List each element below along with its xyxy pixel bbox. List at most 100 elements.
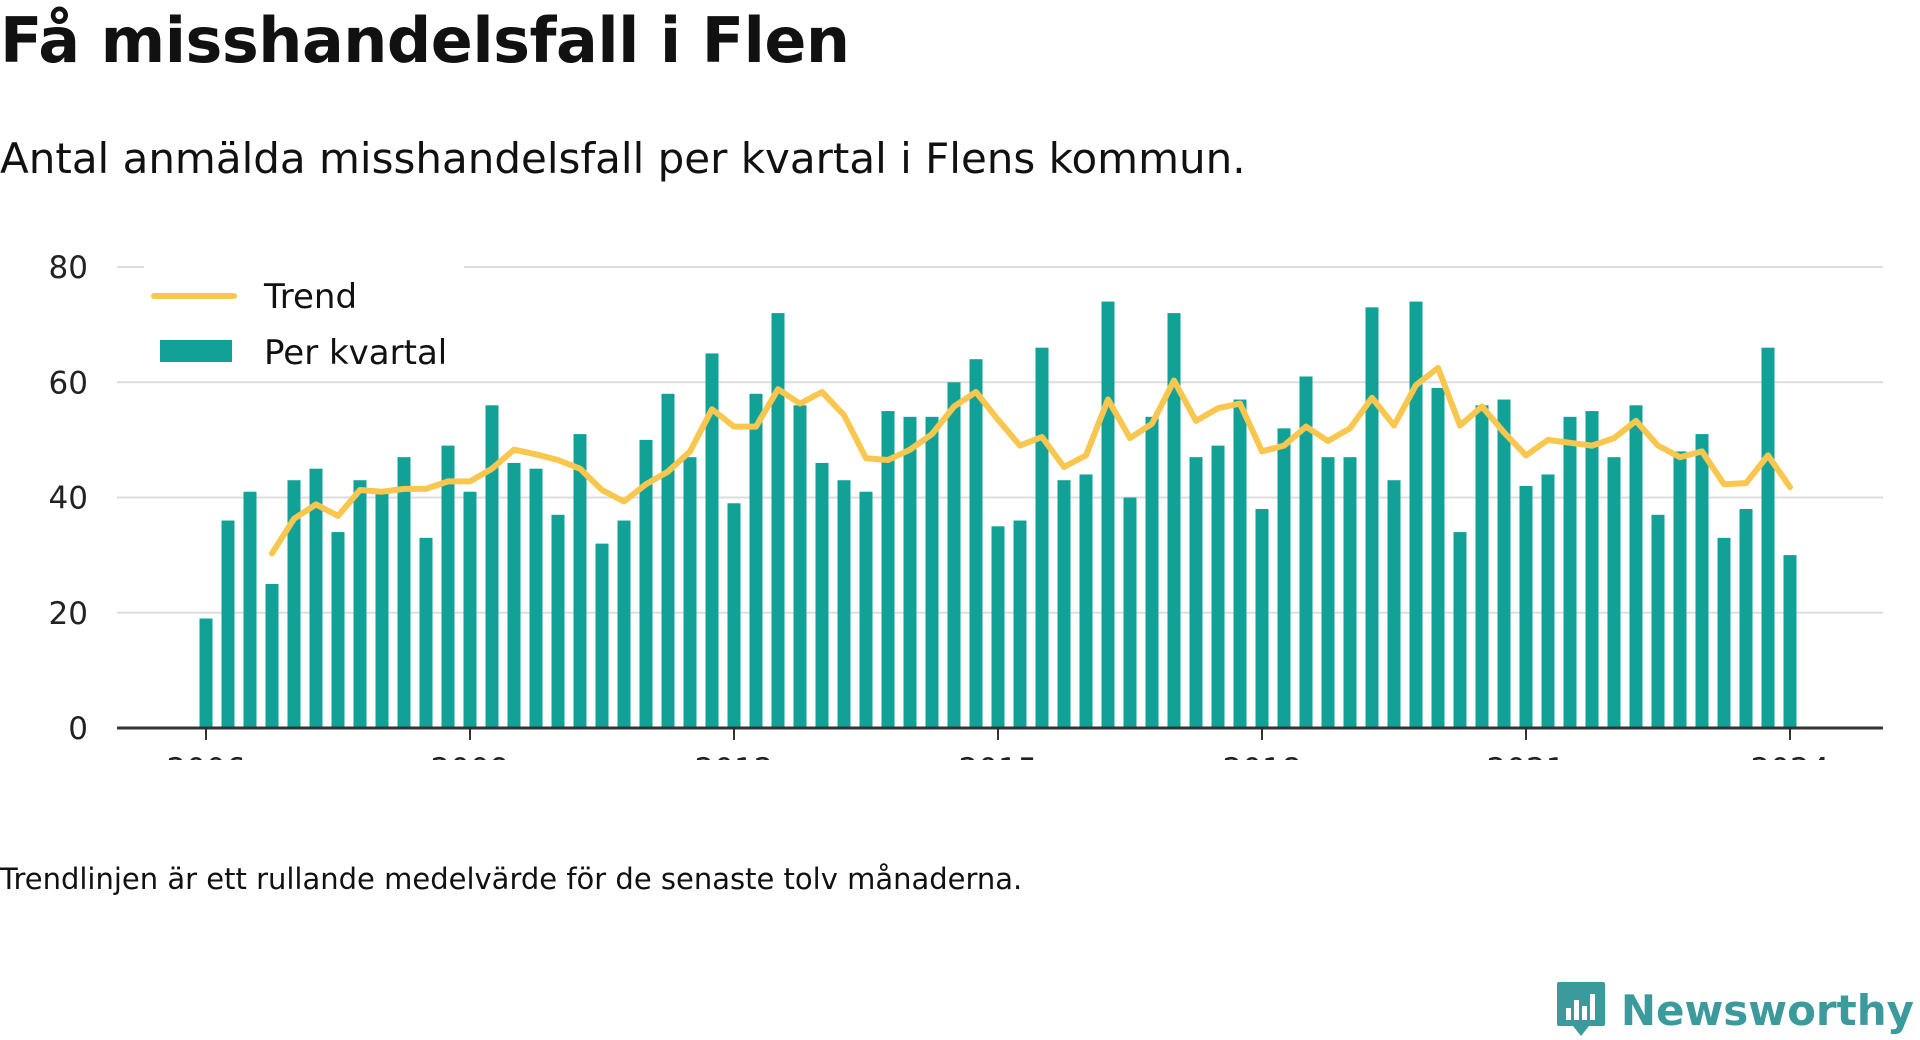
- bar: [309, 468, 323, 728]
- bar: [1739, 509, 1753, 728]
- bar: [661, 393, 675, 728]
- bar: [793, 405, 807, 728]
- bar-series: [199, 301, 1797, 728]
- bar: [1079, 474, 1093, 728]
- bar: [1321, 457, 1335, 728]
- bar: [705, 353, 719, 728]
- bar: [1057, 480, 1071, 728]
- legend-bar-swatch: [160, 340, 232, 362]
- legend: Trend Per kvartal: [144, 262, 464, 374]
- y-tick-label: 0: [68, 711, 88, 747]
- bar: [331, 532, 345, 728]
- bar: [1233, 399, 1247, 728]
- bar: [683, 457, 697, 728]
- bar: [1695, 434, 1709, 728]
- bar: [1013, 520, 1027, 728]
- bar: [859, 491, 873, 728]
- bar: [287, 480, 301, 728]
- bar: [1299, 376, 1313, 728]
- x-tick-label: 2021: [1487, 752, 1566, 760]
- trend-series: [269, 364, 1793, 557]
- footnote: Trendlinjen är ett rullande medelvärde f…: [0, 862, 1023, 896]
- bar: [1387, 480, 1401, 728]
- chart-subtitle: Antal anmälda misshandelsfall per kvarta…: [0, 134, 1246, 183]
- bar: [507, 462, 521, 728]
- bar: [375, 491, 389, 728]
- x-tick-label: 2015: [959, 752, 1038, 760]
- legend-trend-label: Trend: [263, 277, 357, 317]
- bar: [1167, 313, 1181, 728]
- bar: [903, 416, 917, 728]
- bar: [837, 480, 851, 728]
- bar: [1783, 555, 1797, 728]
- bar: [485, 405, 499, 728]
- bar: [265, 583, 279, 728]
- bar: [573, 434, 587, 728]
- bar: [1541, 474, 1555, 728]
- bar: [463, 491, 477, 728]
- bar: [1717, 537, 1731, 728]
- bar: [1123, 497, 1137, 728]
- brand-logo: Newsworthy: [1555, 980, 1914, 1040]
- bar: [1607, 457, 1621, 728]
- bar: [1035, 347, 1049, 728]
- bar: [1563, 416, 1577, 728]
- chart-title: Få misshandelsfall i Flen: [0, 4, 850, 77]
- bar: [1211, 445, 1225, 728]
- bar: [419, 537, 433, 728]
- bar: [353, 480, 367, 728]
- bar: [617, 520, 631, 728]
- bar: [595, 543, 609, 728]
- bar: [551, 514, 565, 728]
- bar: [1409, 301, 1423, 728]
- bar: [1761, 347, 1775, 728]
- legend-bar-label: Per kvartal: [264, 333, 447, 373]
- bar: [1255, 509, 1269, 728]
- bar: [1101, 301, 1115, 728]
- bar: [727, 503, 741, 728]
- bar: [1673, 451, 1687, 728]
- bar: [1497, 399, 1511, 728]
- x-tick-label: 2009: [431, 752, 510, 760]
- bar: [749, 393, 763, 728]
- bar: [881, 411, 895, 728]
- bar: [1189, 457, 1203, 728]
- trend-line: [269, 364, 1793, 557]
- y-tick-label: 80: [49, 250, 88, 286]
- y-tick-label: 20: [49, 596, 88, 632]
- bar: [925, 416, 939, 728]
- chart-area: 0 20 40 60 80 2006 2009 2012 2015 2018 2021 2024 Tr…: [49, 250, 1883, 760]
- bar: [1431, 388, 1445, 728]
- bar: [1629, 405, 1643, 728]
- bar: [991, 526, 1005, 728]
- y-tick-label: 40: [49, 481, 88, 517]
- bar: [441, 445, 455, 728]
- bar: [397, 457, 411, 728]
- axes: 0 20 40 60 80 2006 2009 2012 2015 2018 2021 2024: [49, 250, 1883, 760]
- bar: [1519, 485, 1533, 728]
- brand-name: Newsworthy: [1620, 985, 1914, 1035]
- bar: [1453, 532, 1467, 728]
- x-tick-label: 2012: [695, 752, 774, 760]
- bar: [199, 618, 213, 728]
- x-tick-label: 2018: [1223, 752, 1302, 760]
- bar: [1145, 416, 1159, 728]
- bar: [815, 462, 829, 728]
- bar: [221, 520, 235, 728]
- bar: [771, 313, 785, 728]
- bar: [1475, 405, 1489, 728]
- bar: [1277, 428, 1291, 728]
- y-tick-label: 60: [49, 365, 88, 401]
- x-tick-label: 2006: [167, 752, 246, 760]
- bar: [639, 439, 653, 728]
- bar: [1651, 514, 1665, 728]
- bar: [947, 382, 961, 728]
- bar: [243, 491, 257, 728]
- x-tick-label: 2024: [1751, 752, 1830, 760]
- newsworthy-logo-icon: [1556, 982, 1605, 1036]
- bar: [1585, 411, 1599, 728]
- bar: [969, 359, 983, 728]
- bar: [1343, 457, 1357, 728]
- bar: [529, 468, 543, 728]
- bar: [1365, 307, 1379, 728]
